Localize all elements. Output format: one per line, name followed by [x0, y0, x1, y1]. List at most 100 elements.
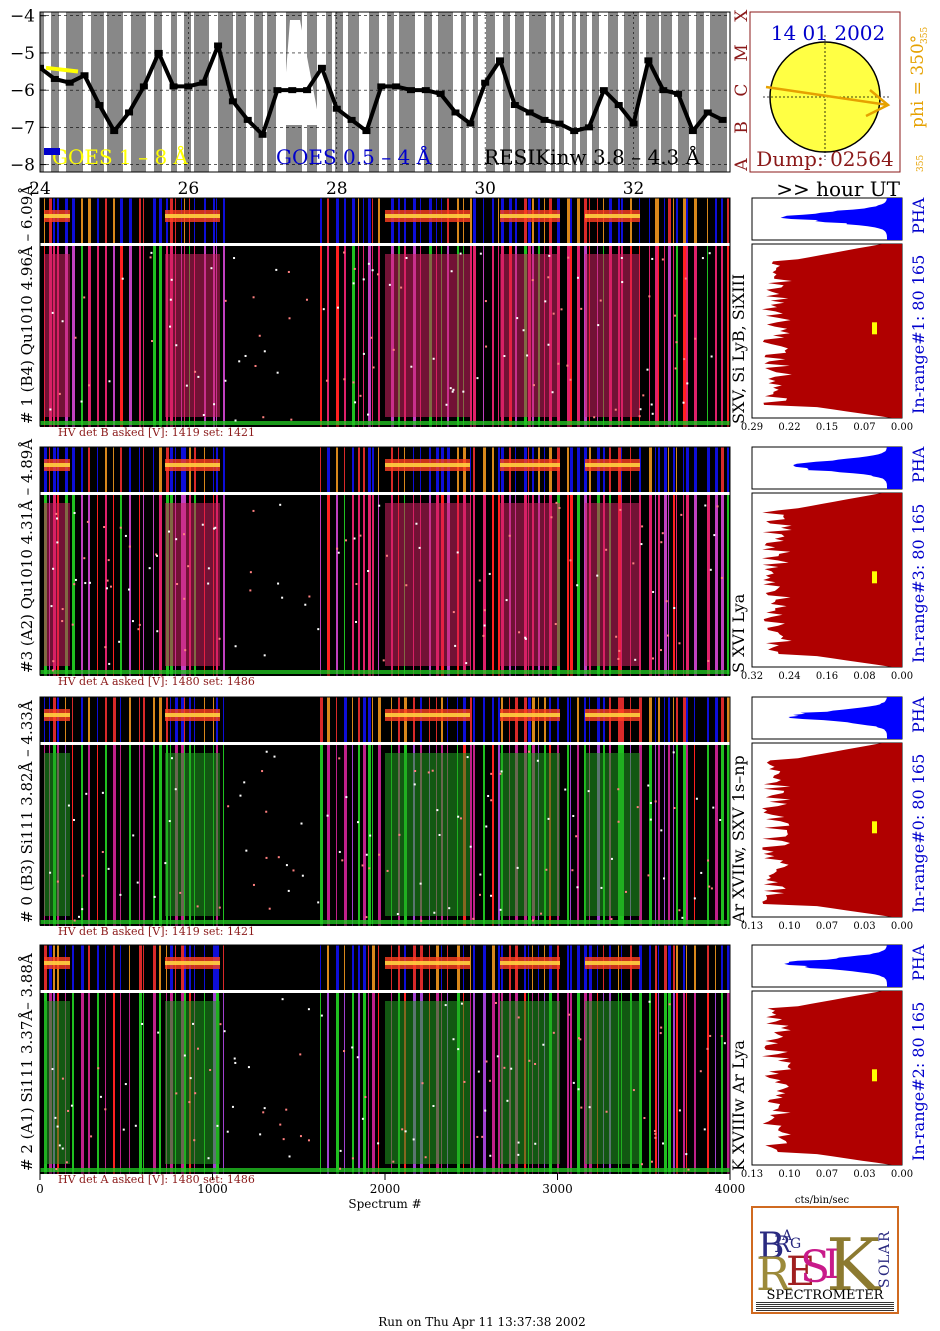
logo-spectrometer-word: SPECTROMETER [767, 1288, 885, 1303]
fine-print-line [756, 1306, 894, 1307]
pha-stripe [676, 945, 678, 990]
photon-speckle [675, 341, 678, 344]
spectrum-stripe [664, 495, 667, 676]
pha-stripe [473, 447, 475, 492]
photon-speckle [299, 1053, 302, 1056]
photon-speckle [74, 336, 77, 339]
pha-stripe [363, 198, 364, 243]
photon-speckle [77, 915, 80, 918]
spectrum-stripe [570, 246, 572, 427]
pha-stripe [378, 198, 380, 243]
pha-stripe [498, 945, 500, 990]
photon-speckle [81, 874, 84, 877]
spectrum-x-axis: 0 1000 2000 3000 4000 [36, 1173, 745, 1196]
photon-speckle [197, 375, 200, 378]
pha-stripe [378, 447, 379, 492]
range-histogram [762, 493, 902, 667]
photon-speckle [643, 1117, 646, 1120]
pha-stripe [105, 697, 107, 742]
photon-speckle [339, 1149, 342, 1152]
spectrum-stripe [676, 246, 678, 427]
pha-stripe [344, 447, 345, 492]
spectrum-stripe [223, 993, 224, 1174]
photon-speckle [174, 788, 177, 791]
spectrum-stripe [72, 745, 73, 926]
spectrum-stripe [113, 745, 116, 926]
photon-speckle [56, 880, 59, 883]
pha-stripe [683, 945, 685, 990]
photon-speckle [557, 362, 560, 365]
spectrum-stripe [153, 246, 156, 427]
photon-speckle [580, 1106, 583, 1109]
photon-speckle [107, 867, 110, 870]
logo-solar-s: S [877, 1278, 893, 1288]
photon-speckle [196, 905, 199, 908]
pha-stripe [159, 945, 161, 990]
spectrum-stripe [153, 745, 155, 926]
photon-speckle [179, 891, 182, 894]
pha-stripe [577, 198, 580, 243]
spectrum-stripe [658, 246, 659, 427]
photon-speckle [88, 384, 91, 387]
photon-speckle [663, 877, 666, 880]
photon-speckle [322, 308, 325, 311]
spectrum-stripe [139, 745, 140, 926]
pha-stripe [673, 447, 675, 492]
pha-stripe [668, 697, 670, 742]
photon-speckle [367, 262, 370, 265]
spectrum-stripe [721, 495, 724, 676]
spectrum-stripe [88, 993, 90, 1174]
photon-speckle [419, 882, 422, 885]
phi-scale-label: 355 [916, 155, 926, 172]
spectrum-stripe [358, 993, 360, 1174]
pha-stripe [159, 198, 162, 243]
photon-speckle [709, 568, 712, 571]
gap-stripe [466, 12, 473, 172]
photon-speckle [351, 1046, 354, 1049]
spectrum-stripe [352, 495, 354, 676]
pha-stripe [139, 447, 140, 492]
pha-stripe [320, 945, 321, 990]
photon-speckle [320, 1014, 323, 1017]
photon-speckle [577, 1037, 580, 1040]
photon-speckle [50, 605, 53, 608]
pha-stripe [567, 447, 569, 492]
phi-arrow [765, 85, 889, 107]
rate-tick-label: 0.32 [741, 671, 763, 682]
photon-speckle [352, 381, 355, 384]
pha-stripe [707, 198, 708, 243]
photon-speckle [367, 569, 370, 572]
panel-1: HV det A asked [V]: 1480 set: 1486 #3 (A2… [18, 439, 928, 688]
spectrum-block [44, 254, 70, 417]
spectrum-block [585, 753, 640, 916]
rate-tick-label: 0.29 [741, 422, 763, 433]
photon-speckle [233, 257, 236, 260]
photon-speckle [392, 1160, 395, 1163]
photon-speckle [262, 416, 265, 419]
pha-stripe [368, 945, 369, 990]
goes-point [347, 116, 356, 123]
pha-peak [165, 713, 220, 717]
pha-stripe [658, 945, 659, 990]
photon-speckle [261, 770, 264, 773]
photon-speckle [371, 269, 374, 272]
goes-x-tick-label: 24 [29, 179, 51, 199]
pha-stripe [470, 198, 472, 243]
photon-speckle [370, 336, 373, 339]
pha-stripe [320, 447, 321, 492]
pha-stripe [639, 697, 642, 742]
photon-speckle [134, 1124, 137, 1127]
goes-y-tick-label: −5 [10, 44, 35, 64]
photon-speckle [273, 755, 276, 758]
logo-letter-s: S [800, 1242, 830, 1293]
pha-stripe [721, 945, 723, 990]
photon-speckle [55, 512, 58, 515]
spectrum-stripe [344, 745, 347, 926]
gap-stripe [44, 12, 51, 172]
spectrum-stripe [327, 495, 330, 676]
photon-speckle [452, 388, 455, 391]
pha-peak [385, 214, 470, 218]
spectrum-stripe [492, 246, 494, 427]
goes-point [40, 64, 44, 71]
spectrum-block [385, 503, 470, 666]
